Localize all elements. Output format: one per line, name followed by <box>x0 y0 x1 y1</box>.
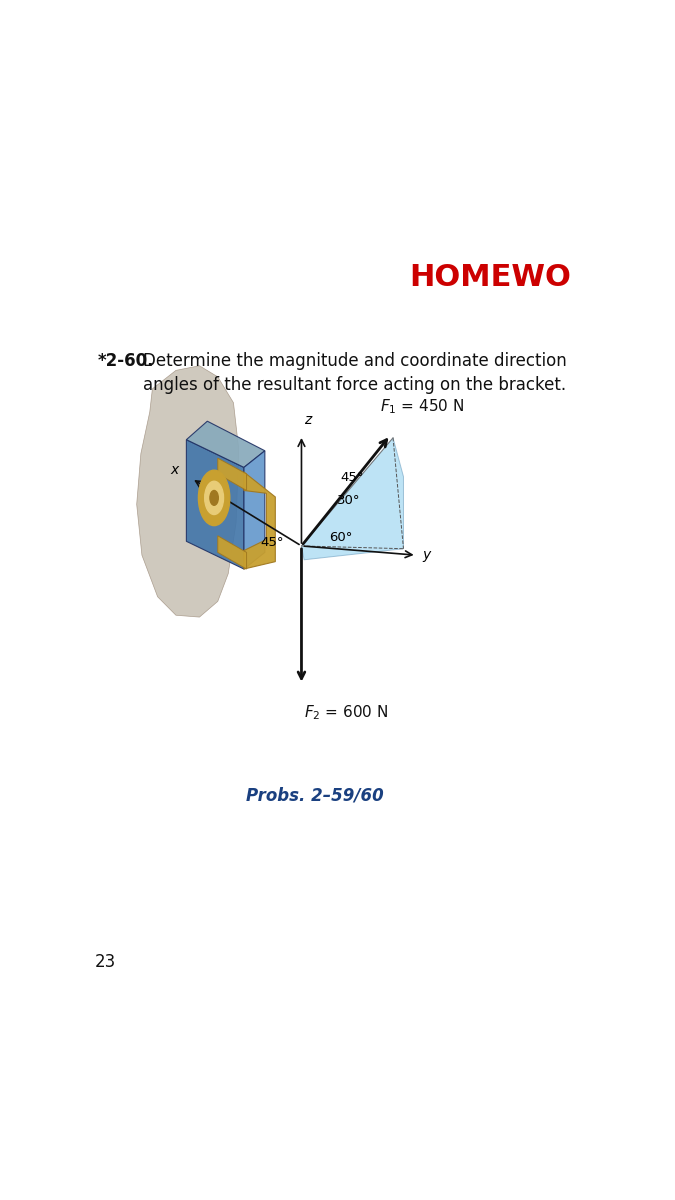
Text: HOMEWO: HOMEWO <box>409 264 571 293</box>
Text: 45°: 45° <box>260 536 284 548</box>
Circle shape <box>198 470 230 526</box>
Circle shape <box>205 481 223 515</box>
Text: 23: 23 <box>95 953 116 971</box>
Polygon shape <box>186 421 265 467</box>
Text: 60°: 60° <box>329 532 352 545</box>
Polygon shape <box>244 451 265 569</box>
Text: Probs. 2–59/60: Probs. 2–59/60 <box>246 786 383 804</box>
Text: 30°: 30° <box>337 494 360 508</box>
Text: Determine the magnitude and coordinate direction
angles of the resultant force a: Determine the magnitude and coordinate d… <box>144 352 567 394</box>
Text: $F_1$ = 450 N: $F_1$ = 450 N <box>380 397 464 415</box>
Text: 45°: 45° <box>341 472 364 485</box>
Polygon shape <box>244 472 275 569</box>
Text: z: z <box>304 413 311 427</box>
Polygon shape <box>218 535 246 569</box>
Text: *2-60.: *2-60. <box>97 352 154 370</box>
Text: y: y <box>423 548 431 562</box>
Polygon shape <box>186 439 244 569</box>
Circle shape <box>210 491 218 505</box>
Text: x: x <box>170 463 178 476</box>
Text: $F_2$ = 600 N: $F_2$ = 600 N <box>304 703 388 721</box>
Polygon shape <box>302 438 404 559</box>
Polygon shape <box>218 458 246 491</box>
Polygon shape <box>136 366 239 617</box>
